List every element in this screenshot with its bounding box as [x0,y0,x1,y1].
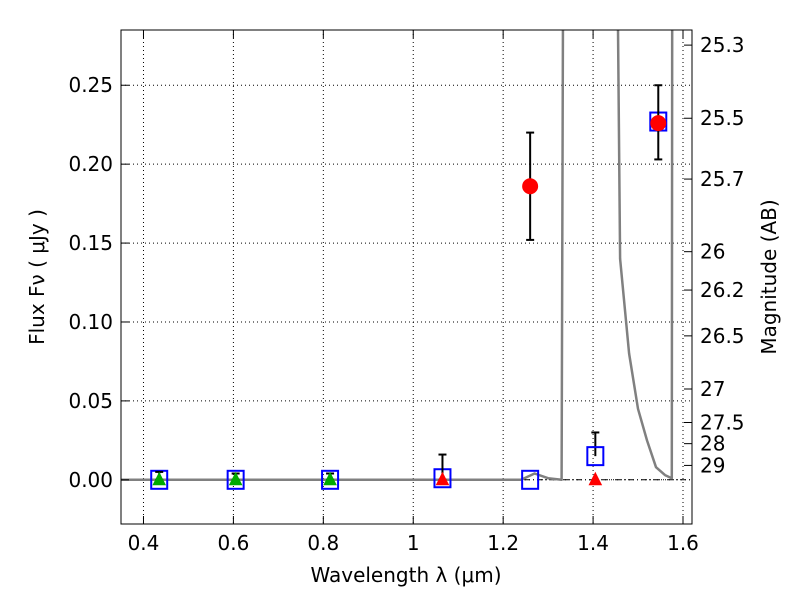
y-tick-label: 0.15 [68,231,113,255]
mag-tick-label: 26.2 [700,278,745,302]
x-tick-label: 1 [407,531,420,555]
y-tick-label: 0.25 [68,73,113,97]
mag-tick-label: 26.5 [700,324,745,348]
mag-tick-label: 28 [700,432,725,456]
y-axis-label: Flux Fν ( μJy ) [25,209,49,345]
y-tick-label: 0.05 [68,389,113,413]
detection-point [650,115,667,132]
upper-limit-triangle [588,471,603,486]
axis-ticks: 0.4 0.6 0.8 1 1.2 1.4 1.6 0.00 0.05 0.10 0.15 0.20 0… [68,30,745,555]
mag-tick-label: 27 [700,377,725,401]
model-photometry-square [150,469,169,490]
mag-tick-label: 25.5 [700,106,745,130]
y-tick-label: 0.00 [68,468,113,492]
data-marks-layer [150,84,668,490]
model-photometry-square [226,469,245,490]
x-tick-label: 1.4 [577,531,609,555]
model-photometry-square [321,469,340,490]
y-tick-label: 0.10 [68,310,113,334]
plot-frame [120,29,693,525]
x-tick-label: 1.6 [667,531,699,555]
mag-tick-label: 25.3 [700,33,745,57]
upper-limit-triangle [228,471,243,486]
y-axis-right-label: Magnitude (AB) [757,199,781,354]
mag-tick-label: 29 [700,453,725,477]
upper-limit-triangle [323,471,337,486]
detection-point [522,178,539,195]
mag-tick-label: 26 [700,240,725,264]
model-photometry-square [521,469,540,490]
y-tick-label: 0.20 [68,152,113,176]
mag-tick-label: 25.7 [700,167,745,191]
upper-limit-triangle [435,471,450,486]
axis-labels: Wavelength λ (μm) Flux Fν ( μJy ) Magnit… [25,199,781,587]
mag-tick-label: 27.5 [700,411,745,435]
x-tick-label: 0.4 [128,531,160,555]
x-tick-label: 0.6 [217,531,249,555]
grid [121,30,692,524]
x-axis-label: Wavelength λ (μm) [310,563,501,587]
model-photometry-square [586,446,605,467]
x-tick-label: 0.8 [307,531,339,555]
x-tick-label: 1.2 [487,531,519,555]
upper-limit-triangle [152,471,167,486]
